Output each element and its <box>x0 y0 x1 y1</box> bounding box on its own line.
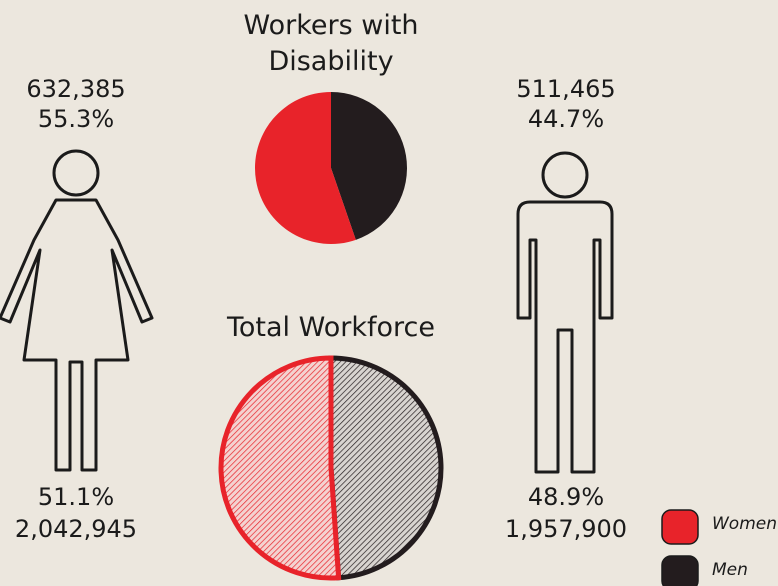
value-label: 48.9% <box>527 483 605 511</box>
chart-title: Workers with Disability <box>243 10 419 77</box>
value-label: 55.3% <box>37 105 115 133</box>
legend-label: Women <box>712 514 778 534</box>
legend-label: Men <box>712 560 748 580</box>
count-label: 511,465 <box>516 75 616 103</box>
count-label: 1,957,900 <box>504 515 628 543</box>
man-icon <box>516 151 614 474</box>
pie-slice <box>331 91 408 240</box>
legend-swatch <box>661 509 699 545</box>
count-label: 2,042,945 <box>14 515 138 543</box>
value-label: 44.7% <box>527 105 605 133</box>
woman-icon <box>0 149 154 472</box>
pie-slice <box>218 355 342 581</box>
count-label: 632,385 <box>26 75 126 103</box>
chart-title: Total Workforce <box>227 312 435 343</box>
pie-slice <box>328 355 444 581</box>
pie-slice <box>255 92 356 244</box>
legend-swatch <box>661 555 699 586</box>
value-label: 51.1% <box>37 483 115 511</box>
